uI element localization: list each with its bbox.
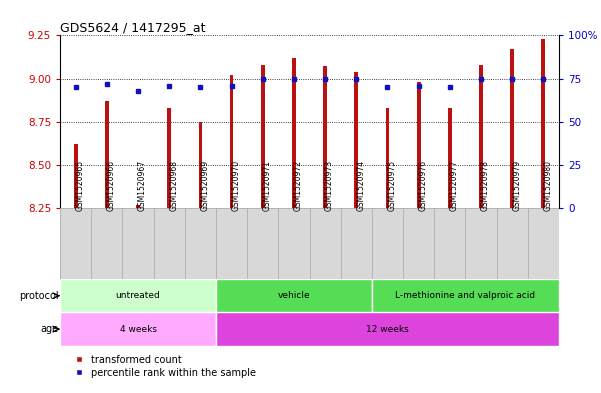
Bar	[403, 208, 434, 279]
Bar	[185, 208, 216, 279]
Text: GSM1520979: GSM1520979	[512, 160, 521, 211]
Text: GSM1520973: GSM1520973	[325, 160, 334, 211]
Bar	[372, 279, 559, 312]
Bar	[355, 72, 358, 208]
Bar	[123, 208, 154, 279]
Text: GSM1520969: GSM1520969	[200, 160, 209, 211]
Text: L-methionine and valproic acid: L-methionine and valproic acid	[395, 291, 535, 300]
Bar	[479, 65, 483, 208]
Bar	[278, 208, 310, 279]
Bar	[341, 208, 372, 279]
Bar	[216, 312, 559, 346]
Legend: transformed count, percentile rank within the sample: transformed count, percentile rank withi…	[65, 351, 260, 381]
Text: GSM1520968: GSM1520968	[169, 160, 178, 211]
Text: 4 weeks: 4 weeks	[120, 325, 156, 334]
Text: GSM1520966: GSM1520966	[107, 160, 116, 211]
Text: GSM1520978: GSM1520978	[481, 160, 490, 211]
Bar	[60, 208, 91, 279]
Bar	[434, 208, 465, 279]
Bar	[60, 312, 216, 346]
Bar	[167, 108, 171, 208]
Bar	[261, 65, 264, 208]
Text: GSM1520975: GSM1520975	[388, 160, 397, 211]
Text: GSM1520970: GSM1520970	[231, 160, 240, 211]
Bar	[372, 208, 403, 279]
Text: GSM1520971: GSM1520971	[263, 160, 272, 211]
Bar	[310, 208, 341, 279]
Bar	[448, 108, 452, 208]
Text: vehicle: vehicle	[278, 291, 310, 300]
Text: GSM1520967: GSM1520967	[138, 160, 147, 211]
Bar	[510, 49, 514, 208]
Bar	[105, 101, 109, 208]
Bar	[323, 66, 327, 208]
Bar	[154, 208, 185, 279]
Bar	[542, 39, 545, 208]
Bar	[216, 208, 247, 279]
Bar	[230, 75, 233, 208]
Text: 12 weeks: 12 weeks	[366, 325, 409, 334]
Text: age: age	[40, 324, 58, 334]
Bar	[91, 208, 123, 279]
Text: GDS5624 / 1417295_at: GDS5624 / 1417295_at	[60, 21, 206, 34]
Text: GSM1520977: GSM1520977	[450, 160, 459, 211]
Text: untreated: untreated	[115, 291, 160, 300]
Bar	[198, 122, 203, 208]
Bar	[528, 208, 559, 279]
Bar	[465, 208, 496, 279]
Bar	[292, 58, 296, 208]
Bar	[60, 279, 216, 312]
Text: GSM1520980: GSM1520980	[543, 160, 552, 211]
Bar	[386, 108, 389, 208]
Text: GSM1520974: GSM1520974	[356, 160, 365, 211]
Bar	[74, 144, 78, 208]
Bar	[136, 205, 140, 208]
Text: GSM1520972: GSM1520972	[294, 160, 303, 211]
Bar	[496, 208, 528, 279]
Bar	[247, 208, 278, 279]
Bar	[416, 82, 421, 208]
Bar	[216, 279, 372, 312]
Text: GSM1520965: GSM1520965	[76, 160, 85, 211]
Text: protocol: protocol	[19, 291, 58, 301]
Text: GSM1520976: GSM1520976	[419, 160, 428, 211]
